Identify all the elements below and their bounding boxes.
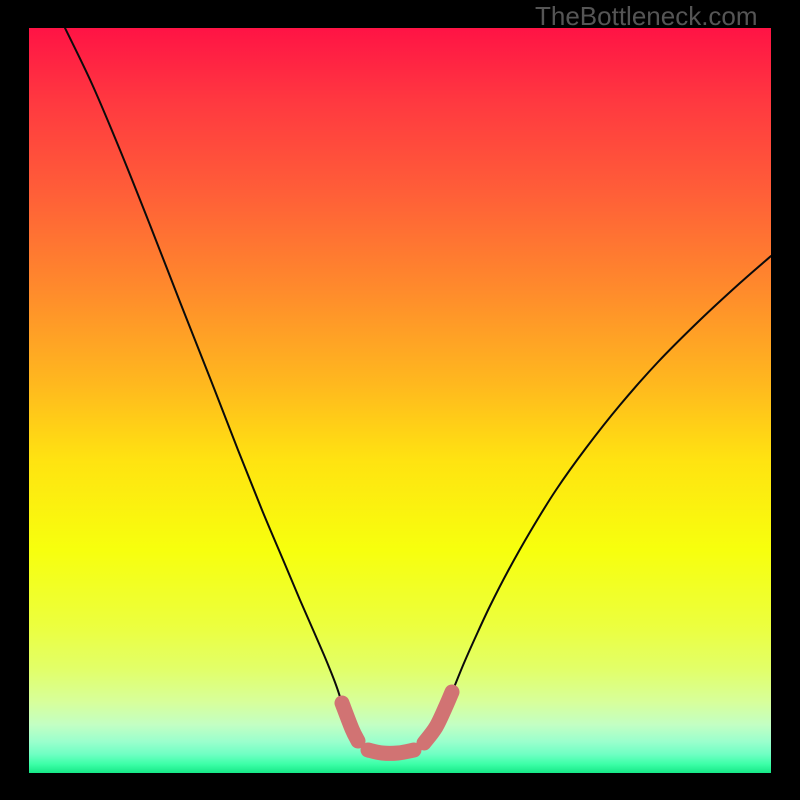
chart-root: TheBottleneck.com (0, 0, 800, 800)
highlight-segment-1 (368, 750, 414, 753)
chart-svg (0, 0, 800, 800)
plot-area (29, 28, 771, 773)
